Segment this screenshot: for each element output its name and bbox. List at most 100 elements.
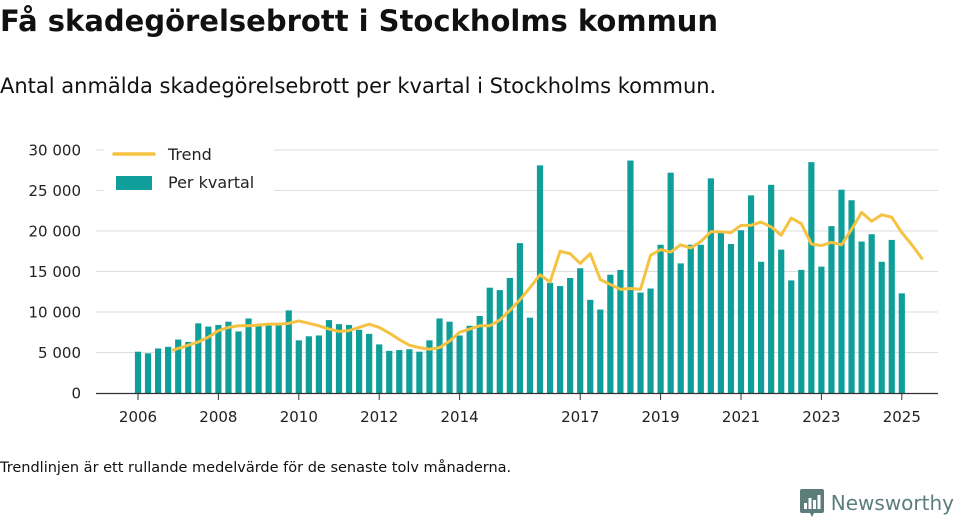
- bar: [205, 326, 212, 393]
- bar: [416, 351, 423, 393]
- bar: [285, 310, 292, 393]
- y-tick-label: 10 000: [29, 304, 82, 322]
- bar: [245, 318, 252, 393]
- bar: [687, 244, 694, 393]
- bar: [617, 269, 624, 393]
- bar: [577, 268, 584, 393]
- bar: [144, 353, 152, 393]
- bar: [737, 230, 745, 393]
- bar: [406, 349, 413, 393]
- bar: [647, 288, 654, 393]
- bar: [506, 277, 513, 393]
- x-tick-label: 2019: [642, 408, 680, 426]
- bar: [275, 324, 282, 393]
- bar: [295, 340, 302, 393]
- bar: [808, 162, 815, 393]
- bar: [818, 266, 825, 393]
- bar: [265, 323, 272, 393]
- bar: [788, 280, 795, 393]
- bar: [868, 234, 875, 393]
- bar: [667, 172, 674, 393]
- bar: [366, 333, 373, 393]
- bar: [446, 321, 453, 393]
- bar: [597, 309, 604, 393]
- bar: [516, 243, 523, 393]
- footnote: Trendlinjen är ett rullande medelvärde f…: [0, 460, 512, 476]
- bar: [768, 184, 775, 393]
- bar: [607, 274, 614, 393]
- bar: [858, 241, 865, 393]
- bar: [778, 249, 785, 393]
- x-tick-label: 2010: [280, 408, 318, 426]
- bar: [345, 324, 353, 393]
- x-tick-label: 2012: [360, 408, 398, 426]
- bar: [567, 277, 574, 393]
- bar: [356, 329, 363, 393]
- bar: [134, 351, 142, 393]
- legend: Trend Per kvartal: [104, 144, 274, 200]
- bar: [898, 293, 905, 393]
- x-tick-label: 2014: [441, 408, 479, 426]
- y-tick-label: 20 000: [29, 223, 82, 241]
- bar: [587, 299, 594, 393]
- bar: [697, 244, 704, 393]
- bar: [546, 282, 554, 393]
- bar: [557, 286, 564, 393]
- bar: [456, 335, 463, 393]
- bar: [225, 321, 232, 393]
- bar: [717, 231, 724, 393]
- bar: [325, 320, 333, 393]
- bar: [235, 331, 242, 393]
- bar: [175, 339, 182, 393]
- y-tick-label: 30 000: [29, 142, 82, 160]
- trend-line: [171, 210, 924, 352]
- bar: [466, 325, 473, 393]
- x-tick-label: 2025: [883, 408, 921, 426]
- brand-name: Newsworthy: [830, 491, 954, 515]
- bar: [155, 348, 162, 393]
- bar-line-chart: 0 5 000 10 000 15 000 20 000 25 000 30 000 200…: [29, 142, 938, 426]
- bar: [878, 261, 885, 393]
- y-tick-label: 5 000: [38, 344, 81, 362]
- bar: [486, 287, 493, 393]
- bar: [536, 165, 544, 393]
- x-axis-ticks: 2006 2008 2010 2012 2014 2017 2019 2021 2023 2025: [119, 393, 921, 426]
- bar-series: [134, 160, 905, 393]
- bar: [747, 195, 755, 393]
- bar: [376, 344, 383, 393]
- bar: [888, 239, 895, 393]
- y-tick-label: 0: [71, 385, 81, 403]
- bar: [838, 189, 845, 393]
- bar: [255, 325, 262, 393]
- bar: [758, 261, 765, 393]
- legend-trend-label: Trend: [167, 145, 212, 164]
- bar: [315, 335, 322, 393]
- bar: [496, 290, 503, 393]
- bar: [677, 263, 684, 393]
- bar: [848, 200, 855, 393]
- chart-subtitle: Antal anmälda skadegörelsebrott per kvar…: [0, 74, 717, 98]
- bar: [657, 244, 664, 393]
- bar: [476, 316, 483, 393]
- bar: [396, 350, 403, 393]
- y-tick-label: 15 000: [29, 263, 82, 281]
- y-tick-label: 25 000: [29, 182, 82, 200]
- bar: [386, 350, 393, 393]
- bar: [707, 178, 714, 393]
- bar: [335, 324, 343, 393]
- bar: [436, 318, 443, 393]
- bar: [526, 317, 534, 393]
- x-tick-label: 2023: [802, 408, 840, 426]
- bar: [828, 226, 835, 393]
- legend-bar-swatch: [116, 176, 152, 190]
- legend-bar-label: Per kvartal: [168, 173, 254, 192]
- bar: [637, 292, 644, 393]
- bar: [426, 340, 433, 393]
- newsworthy-logo-icon: [799, 489, 824, 517]
- bar: [165, 346, 172, 393]
- x-tick-label: 2006: [119, 408, 157, 426]
- x-tick-label: 2021: [722, 408, 760, 426]
- chart-title: Få skadegörelsebrott i Stockholms kommun: [0, 4, 719, 38]
- bar: [195, 323, 202, 393]
- x-tick-label: 2017: [561, 408, 599, 426]
